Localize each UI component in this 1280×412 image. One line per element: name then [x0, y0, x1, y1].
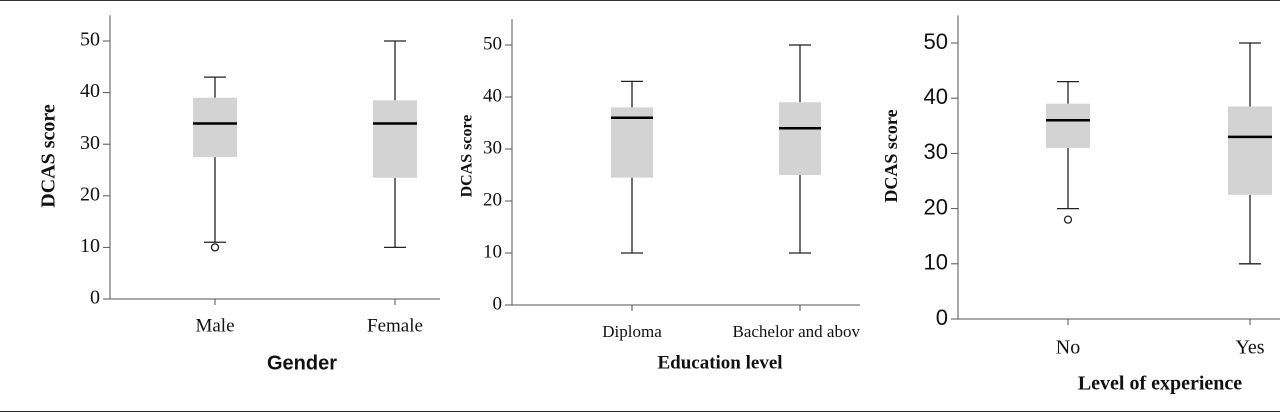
y-axis-title: DCAS score	[881, 109, 901, 202]
chart-panel: 0 10 20 30 40 50 Education level DCAS score Dipl…	[459, 19, 861, 373]
y-tick-label: 30	[483, 137, 502, 158]
x-tick-label: Yes	[1235, 337, 1264, 359]
x-tick-label: Male	[195, 315, 234, 336]
x-axis-title: Gender	[267, 352, 337, 374]
chart-panel: 0 10 20 30 40 50 Level of experience DCAS score…	[881, 15, 1280, 395]
y-tick-label: 20	[483, 189, 502, 210]
x-axis-title: Level of experience	[1078, 373, 1242, 395]
outlier	[1063, 215, 1073, 224]
y-tick-label: 20	[80, 183, 100, 205]
y-tick-label: 40	[80, 80, 100, 102]
y-tick-label: 10	[80, 235, 100, 257]
y-tick-label: 50	[80, 29, 100, 51]
x-axis-title: Education level	[657, 352, 782, 373]
y-tick-label: 20	[924, 194, 948, 219]
box	[1046, 103, 1090, 148]
x-tick-label: Female	[367, 315, 423, 336]
y-tick-label: 50	[483, 33, 502, 54]
y-tick-label: 0	[90, 287, 100, 309]
outlier	[210, 243, 220, 252]
y-tick-label: 30	[924, 139, 948, 164]
chart-panel: 0 10 20 30 40 50 Gender DCAS score Male Female	[38, 15, 440, 374]
box	[373, 100, 417, 178]
y-tick-label: 50	[924, 29, 948, 54]
y-tick-label: 0	[936, 305, 948, 330]
x-tick-label: No	[1056, 337, 1080, 359]
x-tick-label: Diploma	[602, 322, 662, 341]
box	[611, 107, 653, 178]
y-tick-label: 10	[483, 241, 502, 262]
x-tick-label: Bachelor and above	[733, 322, 861, 341]
y-tick-label: 0	[493, 293, 503, 314]
box	[193, 97, 237, 158]
y-tick-label: 30	[80, 132, 100, 154]
y-axis-title: DCAS score	[38, 104, 60, 208]
y-tick-label: 40	[924, 84, 948, 109]
y-axis-title: DCAS score	[459, 115, 476, 198]
box	[1228, 106, 1272, 195]
y-tick-label: 10	[924, 250, 948, 275]
y-tick-label: 40	[483, 85, 502, 106]
box	[779, 102, 821, 175]
